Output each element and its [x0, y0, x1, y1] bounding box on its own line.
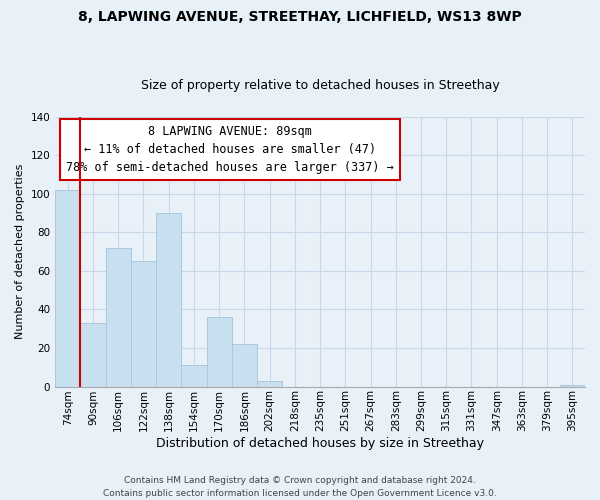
Text: 8, LAPWING AVENUE, STREETHAY, LICHFIELD, WS13 8WP: 8, LAPWING AVENUE, STREETHAY, LICHFIELD,… [78, 10, 522, 24]
Bar [257, 381, 282, 386]
Bar [106, 248, 131, 386]
Bar [206, 317, 232, 386]
Text: 8 LAPWING AVENUE: 89sqm
← 11% of detached houses are smaller (47)
78% of semi-de: 8 LAPWING AVENUE: 89sqm ← 11% of detache… [66, 125, 394, 174]
Y-axis label: Number of detached properties: Number of detached properties [15, 164, 25, 340]
Bar [156, 213, 181, 386]
Bar [181, 366, 206, 386]
Bar [560, 384, 585, 386]
Title: Size of property relative to detached houses in Streethay: Size of property relative to detached ho… [141, 79, 499, 92]
X-axis label: Distribution of detached houses by size in Streethay: Distribution of detached houses by size … [156, 437, 484, 450]
Bar [55, 190, 80, 386]
Bar [80, 323, 106, 386]
Bar [232, 344, 257, 387]
Text: Contains HM Land Registry data © Crown copyright and database right 2024.
Contai: Contains HM Land Registry data © Crown c… [103, 476, 497, 498]
Bar [131, 262, 156, 386]
